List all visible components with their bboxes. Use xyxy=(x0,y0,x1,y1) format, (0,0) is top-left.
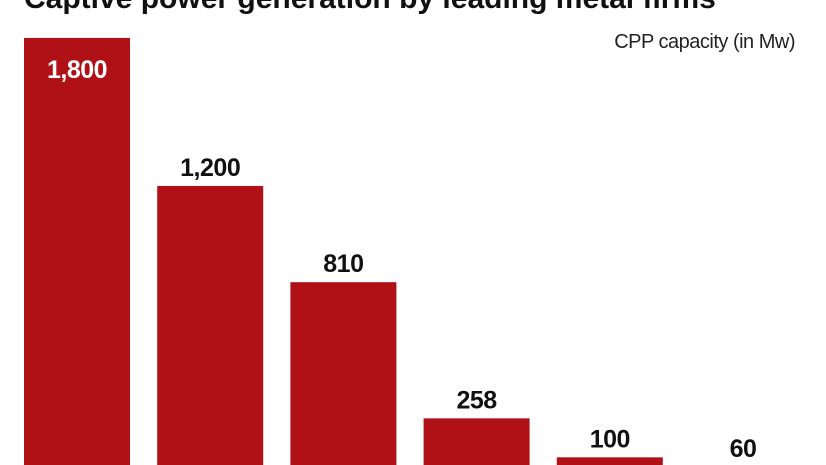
value-label: 100 xyxy=(590,425,630,453)
value-label: 60 xyxy=(730,435,757,463)
bar xyxy=(423,418,530,465)
bar xyxy=(290,282,397,465)
bar xyxy=(157,185,264,465)
value-label: 258 xyxy=(456,386,497,414)
chart-subtitle: CPP capacity (in Mw) xyxy=(614,31,795,53)
value-label: 1,800 xyxy=(47,56,107,84)
value-label: 810 xyxy=(323,250,363,278)
bar xyxy=(556,457,663,465)
chart-title: Captive power generation by leading meta… xyxy=(24,0,716,15)
bar xyxy=(24,37,130,465)
value-label: 1,200 xyxy=(180,154,240,182)
